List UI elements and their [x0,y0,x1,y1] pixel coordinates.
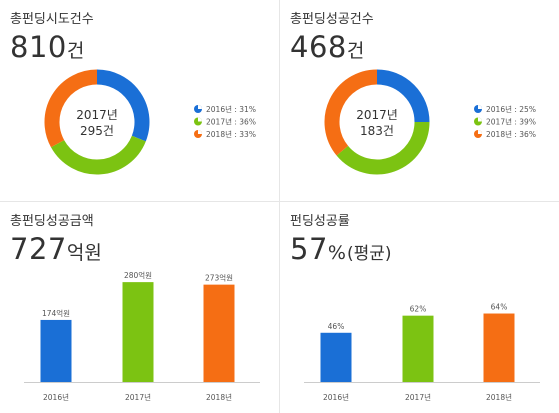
x-tick-label: 2016년 [43,392,69,402]
panel-success-rate: 펀딩성공률 57%(평균) 46% 2016년 62% 2017년 64% 2018년 [290,210,552,410]
donut-slice [336,121,430,175]
donut-center-value: 183건 [360,124,394,138]
headline-figure: 810건 [10,30,84,64]
headline-unit: 건 [66,40,85,62]
bar [40,319,72,382]
panel-funding-successes: 총펀딩성공건수 468건 2017년 183건 2016년 : 25% 2017년 :… [290,8,552,198]
legend-pie-cutout [198,117,202,122]
panel-title: 총펀딩성공금액 [10,214,94,229]
headline-value: 57 [290,232,328,266]
donut-center-year: 2017년 [356,108,398,122]
bar [203,284,235,382]
bar-value-label: 64% [491,303,508,312]
vertical-divider [279,0,280,413]
bar-value-label: 280억원 [124,271,152,280]
headline-figure: 727억원 [10,232,102,266]
headline-figure: 57%(평균) [290,232,392,266]
legend-label: 2016년 : 31% [206,104,256,114]
x-tick-label: 2016년 [323,392,349,402]
donut-slice [44,69,98,148]
bar [483,313,515,382]
bar-value-label: 62% [410,305,427,314]
bar-chart: 174억원 2016년 280억원 2017년 273억원 2018년 [24,271,260,402]
headline-value: 810 [10,30,67,64]
panel-funding-amount: 총펀딩성공금액 727억원 174억원 2016년 280억원 2017년 273억원 2… [10,210,272,410]
donut-center-value: 295건 [80,124,114,138]
legend-pie-cutout [198,130,202,134]
donut-slice [96,69,150,142]
panel-funding-attempts: 총펀딩시도건수 810건 2017년 295건 2016년 : 31% 2017년 :… [10,8,272,198]
headline-suffix: (평균) [346,244,392,264]
panel-title: 총펀딩시도건수 [10,12,94,27]
bar-value-label: 46% [328,322,345,331]
donut-chart: 2017년 183건 2016년 : 25% 2017년 : 39% 2018년 : 3… [324,69,536,175]
bar [122,282,154,382]
legend-pie-cutout [478,130,482,134]
legend-pie-cutout [478,105,482,109]
legend-label: 2017년 : 36% [206,117,256,127]
donut-center-year: 2017년 [76,108,118,122]
legend-pie-cutout [198,105,202,109]
x-tick-label: 2018년 [486,392,512,402]
x-tick-label: 2018년 [206,392,232,402]
horizontal-divider [0,201,559,202]
bar [402,315,434,382]
panel-title: 펀딩성공률 [290,214,350,229]
donut-chart: 2017년 295건 2016년 : 31% 2017년 : 36% 2018년 : 3… [44,69,256,175]
bar-value-label: 273억원 [205,274,233,283]
legend-label: 2017년 : 39% [486,117,536,127]
bar-value-label: 174억원 [42,309,70,318]
donut-slice [324,69,378,156]
headline-unit: % [327,242,346,264]
panel-title: 총펀딩성공건수 [290,12,374,27]
headline-value: 727 [10,232,67,266]
bar-chart: 46% 2016년 62% 2017년 64% 2018년 [304,303,540,402]
x-tick-label: 2017년 [125,392,151,402]
headline-unit: 건 [346,40,365,62]
x-tick-label: 2017년 [405,392,431,402]
legend-label: 2018년 : 33% [206,129,256,139]
legend-pie-cutout [478,117,482,122]
headline-figure: 468건 [290,30,364,64]
bar [320,332,352,382]
legend-label: 2018년 : 36% [486,129,536,139]
donut-slice [376,69,430,123]
headline-value: 468 [290,30,347,64]
headline-unit: 억원 [66,242,102,264]
legend-label: 2016년 : 25% [486,104,536,114]
donut-slice [51,135,146,175]
